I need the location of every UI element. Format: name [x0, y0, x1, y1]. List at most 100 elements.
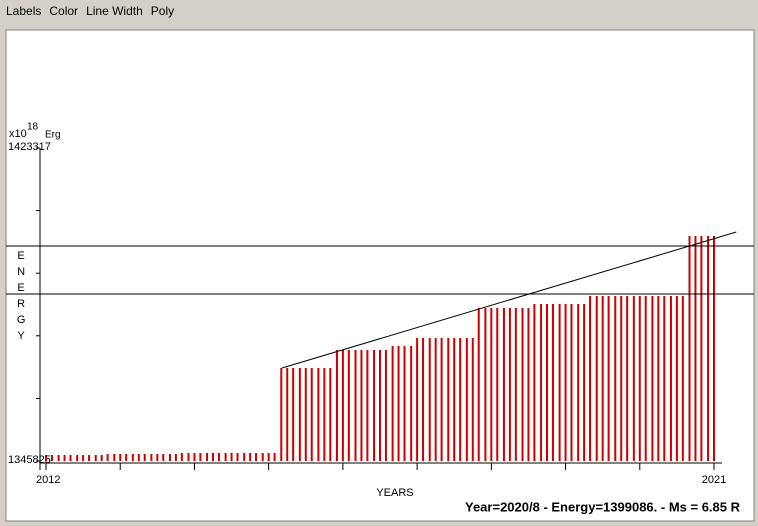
bar [249, 452, 252, 461]
bar [94, 454, 97, 461]
y-unit-name: Erg [45, 130, 61, 141]
bar [453, 337, 456, 461]
bar [440, 337, 443, 461]
bar [106, 454, 109, 461]
bar [607, 295, 610, 461]
y-tick-label: 1423317 [8, 141, 51, 153]
bar [713, 235, 715, 461]
trend-line [281, 231, 737, 369]
bar [45, 454, 47, 461]
bar [564, 303, 567, 461]
bar [595, 295, 598, 461]
y-axis-label: ENERGY [15, 250, 27, 346]
bar [298, 367, 301, 461]
bar [484, 307, 487, 461]
bar [156, 454, 159, 461]
bar [496, 307, 499, 461]
bar [125, 454, 128, 461]
bar [286, 367, 289, 461]
bar [88, 454, 91, 461]
bar [688, 235, 691, 461]
bar [174, 454, 177, 461]
bar [570, 303, 573, 461]
bar [403, 345, 406, 461]
bar [230, 452, 233, 461]
bar [329, 367, 332, 461]
bar [700, 235, 703, 461]
bar [261, 452, 264, 461]
bar [391, 345, 394, 461]
bar [601, 295, 604, 461]
bar [558, 303, 561, 461]
bar [434, 337, 437, 461]
bar [187, 452, 190, 461]
bar [162, 454, 165, 461]
bar [471, 337, 474, 461]
bar [514, 307, 517, 461]
menu-bar: Labels Color Line Width Poly [0, 0, 758, 22]
bar [626, 295, 629, 461]
bar [373, 349, 376, 461]
bar [379, 349, 381, 461]
bar [243, 452, 246, 461]
bar [100, 454, 103, 461]
status-text: Year=2020/8 - Energy=1399086. - Ms = 6.8… [465, 499, 741, 514]
bar [341, 349, 344, 461]
y-exponent: 18 [27, 122, 39, 133]
bar [527, 307, 530, 461]
bar [546, 303, 548, 461]
bar [193, 452, 196, 461]
bar [69, 454, 72, 461]
bar [180, 452, 183, 461]
menu-item[interactable]: Labels [6, 4, 42, 18]
bar [416, 337, 419, 461]
bar [675, 295, 678, 461]
y-unit: x10 [9, 128, 27, 140]
bar [632, 295, 635, 461]
bar [199, 452, 202, 461]
x-tick-label: 2012 [36, 474, 60, 486]
bar [310, 367, 313, 461]
bar [335, 349, 338, 461]
bar [577, 303, 580, 461]
bar [422, 337, 425, 461]
bar [50, 454, 53, 461]
x-tick-label: 2021 [702, 474, 726, 486]
bar [137, 454, 140, 461]
bar [384, 349, 387, 461]
bar [707, 235, 710, 461]
bar [490, 307, 493, 461]
bar [447, 337, 450, 461]
bar [143, 454, 146, 461]
bar [304, 367, 307, 461]
bar [217, 452, 220, 461]
bar [347, 349, 350, 461]
bar [583, 303, 586, 461]
bar [119, 454, 122, 461]
bar [168, 454, 171, 461]
menu-item[interactable]: Line Width [86, 4, 143, 18]
bar [82, 454, 85, 461]
bar [533, 303, 536, 461]
bar [273, 452, 276, 461]
bar [477, 307, 480, 461]
menu-item[interactable]: Poly [150, 4, 175, 18]
bar [113, 454, 116, 461]
bar [57, 454, 60, 461]
menu-item[interactable]: Color [49, 4, 79, 18]
bar [255, 452, 258, 461]
bar [508, 307, 511, 461]
bar [540, 303, 543, 461]
bar [76, 454, 79, 461]
x-axis-label: YEARS [376, 487, 413, 499]
bar [638, 295, 641, 461]
bar [663, 295, 666, 461]
bar [651, 295, 654, 461]
bar [521, 307, 524, 461]
bar [459, 337, 462, 461]
bar [267, 452, 270, 461]
bar [150, 454, 153, 461]
bar [317, 367, 320, 461]
